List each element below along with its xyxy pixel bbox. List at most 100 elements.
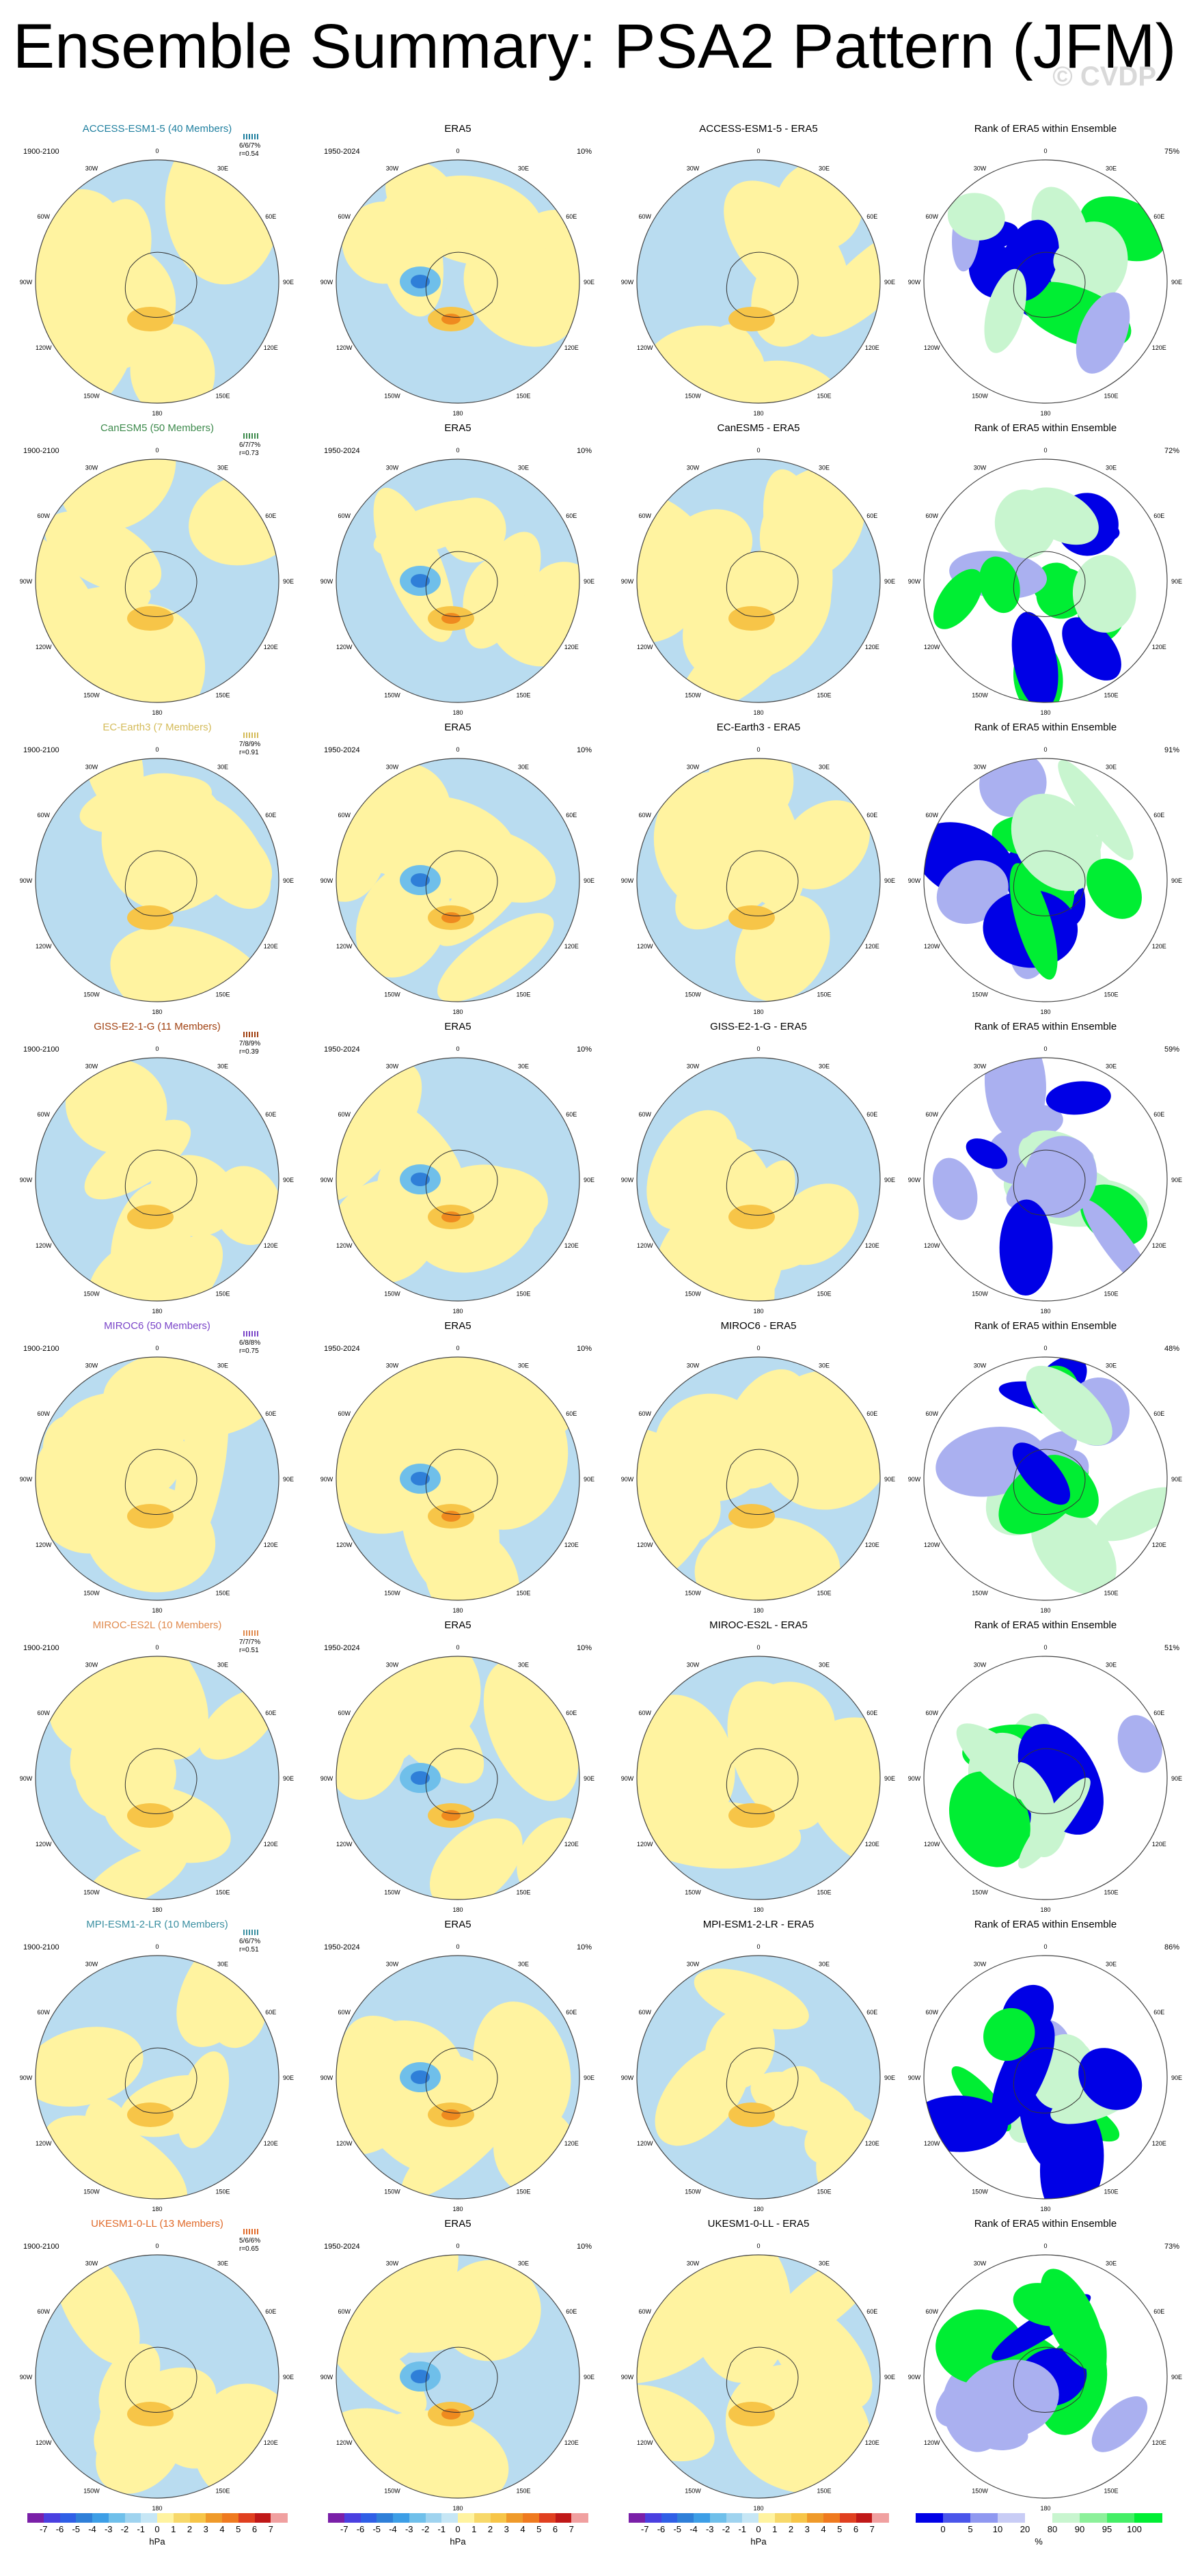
longitude-label: 60W bbox=[925, 1410, 938, 1417]
longitude-label: 150E bbox=[516, 392, 530, 399]
longitude-label: 180 bbox=[152, 2505, 162, 2512]
colorbar-tick-label: -7 bbox=[640, 2524, 649, 2534]
longitude-label: 120W bbox=[924, 2439, 940, 2446]
colorbar-swatch bbox=[377, 2513, 394, 2523]
map-panel: CanESM5 (50 Members) 1900-2100 0 30E 60E 90E 1… bbox=[14, 422, 301, 723]
longitude-label: 0 bbox=[1043, 447, 1047, 454]
polar-map: 0 30E 60E 90E 120E 150E 180 150W 120W 90W 60W 30W bbox=[320, 1932, 596, 2219]
colorbar-tick-label: -5 bbox=[372, 2524, 381, 2534]
longitude-label: 150E bbox=[1104, 2487, 1118, 2494]
map-panel: Rank of ERA5 within Ensemble 48% 0 30E 60E 90… bbox=[902, 1320, 1189, 1621]
panel-title: Rank of ERA5 within Ensemble bbox=[974, 123, 1117, 135]
longitude-label: 120E bbox=[264, 2140, 278, 2147]
colorbar-swatch bbox=[490, 2513, 507, 2523]
colorbar-tick-label: -4 bbox=[689, 2524, 698, 2534]
map-7-3: 0 30E 60E 90E 120E 150E 180 150W 120W 90W 60W 30W bbox=[908, 2243, 1182, 2512]
panel-title: CanESM5 - ERA5 bbox=[717, 422, 800, 434]
longitude-label: 150W bbox=[972, 392, 988, 399]
map-3-3: 0 30E 60E 90E 120E 150E 180 150W 120W 90W 60W 30W bbox=[908, 1045, 1182, 1315]
longitude-label: 120E bbox=[865, 644, 879, 650]
longitude-label: 90W bbox=[621, 1177, 634, 1183]
rank-blob bbox=[1046, 1081, 1111, 1115]
map-panel: ERA5 1950-2024 10% 0 30E 60E 90E 120E 150E 180 150… bbox=[314, 1021, 601, 1321]
colorbar-tick-label: 3 bbox=[804, 2524, 810, 2534]
longitude-label: 120E bbox=[865, 1242, 879, 1249]
period-label: 1950-2024 bbox=[324, 2243, 360, 2251]
longitude-label: 90E bbox=[1171, 2374, 1182, 2381]
longitude-label: 0 bbox=[756, 1345, 760, 1352]
map-panel: Rank of ERA5 within Ensemble 91% 0 30E 60E 90… bbox=[902, 722, 1189, 1022]
polar-map: 0 30E 60E 90E 120E 150E 180 150W 120W 90W 60W 30W bbox=[620, 1334, 897, 1621]
colorbar-swatch bbox=[555, 2513, 572, 2523]
map-panel: CanESM5 - ERA5 0 30E 60E 90E 120E 150E 180 150W 1… bbox=[615, 422, 902, 723]
rank-blob bbox=[1012, 1762, 1055, 1822]
longitude-label: 60E bbox=[566, 1410, 577, 1417]
map-2-1: 0 30E 60E 90E 120E 150E 180 150W 120W 90W 60W 30W bbox=[320, 746, 594, 1015]
longitude-label: 150W bbox=[685, 1589, 701, 1596]
map-3-1: 0 30E 60E 90E 120E 150E 180 150W 120W 90W 60W 30W bbox=[320, 1045, 594, 1315]
longitude-label: 120W bbox=[637, 943, 653, 950]
longitude-label: 90W bbox=[320, 2074, 333, 2081]
colorbar-swatch bbox=[254, 2513, 271, 2523]
variance-pct: 10% bbox=[576, 1045, 592, 1054]
longitude-label: 30W bbox=[85, 1362, 98, 1369]
longitude-label: 180 bbox=[452, 2505, 463, 2512]
longitude-label: 150E bbox=[215, 1889, 230, 1895]
longitude-label: 90W bbox=[621, 2374, 634, 2381]
colorbar-tick-label: 100 bbox=[1127, 2524, 1142, 2534]
colorbar-swatch bbox=[774, 2513, 791, 2523]
polar-map: 0 30E 60E 90E 120E 150E 180 150W 120W 90W 60W 30W bbox=[620, 2232, 897, 2519]
longitude-label: 60W bbox=[925, 812, 938, 819]
rank-pct: 75% bbox=[1164, 148, 1179, 156]
longitude-label: 60E bbox=[1153, 213, 1164, 220]
map-1-0: 0 30E 60E 90E 120E 150E 180 150W 120W 90W 60W 30W bbox=[20, 447, 294, 716]
colorbar-swatch bbox=[271, 2513, 288, 2523]
map-panel: MIROC6 (50 Members) 1900-2100 0 30E 60E 90E 12… bbox=[14, 1320, 301, 1621]
panel-title: GISS-E2-1-G (11 Members) bbox=[94, 1021, 221, 1032]
longitude-label: 60W bbox=[638, 213, 651, 220]
longitude-label: 30E bbox=[518, 2260, 529, 2267]
colorbar-swatch bbox=[677, 2513, 694, 2523]
longitude-label: 30E bbox=[518, 1362, 529, 1369]
longitude-label: 30W bbox=[687, 1662, 700, 1669]
longitude-label: 120E bbox=[264, 1542, 278, 1548]
longitude-label: 120E bbox=[264, 644, 278, 650]
longitude-label: 120W bbox=[36, 1841, 52, 1848]
member-whisker bbox=[243, 432, 271, 440]
panel-title: Rank of ERA5 within Ensemble bbox=[974, 722, 1117, 733]
colorbar-swatch bbox=[222, 2513, 239, 2523]
rank-blob bbox=[1040, 2269, 1104, 2370]
longitude-label: 90E bbox=[884, 279, 895, 286]
longitude-label: 120E bbox=[865, 1841, 879, 1848]
longitude-label: 90W bbox=[621, 578, 634, 585]
longitude-label: 150E bbox=[516, 691, 530, 698]
longitude-label: 30E bbox=[819, 2260, 830, 2267]
longitude-label: 30E bbox=[1106, 2260, 1117, 2267]
longitude-label: 120E bbox=[564, 344, 579, 351]
longitude-label: 60E bbox=[866, 213, 877, 220]
member-whisker bbox=[243, 133, 271, 141]
variance-pct: 10% bbox=[576, 1345, 592, 1353]
longitude-label: 150E bbox=[516, 1589, 530, 1596]
colorbar-tick-label: 4 bbox=[219, 2524, 225, 2534]
longitude-label: 180 bbox=[452, 709, 463, 716]
longitude-label: 180 bbox=[753, 410, 763, 417]
longitude-label: 90W bbox=[20, 877, 33, 884]
longitude-label: 120E bbox=[1152, 344, 1166, 351]
colorbar-tick-label: 4 bbox=[821, 2524, 826, 2534]
colorbar-swatch bbox=[76, 2513, 93, 2523]
polar-map: 0 30E 60E 90E 120E 150E 180 150W 120W 90W 60W 30W bbox=[907, 436, 1184, 723]
longitude-label: 150W bbox=[972, 1290, 988, 1297]
longitude-label: 120E bbox=[264, 1242, 278, 1249]
colorbar-tick-label: 2 bbox=[788, 2524, 794, 2534]
longitude-label: 60E bbox=[1153, 1710, 1164, 1716]
rank-blob bbox=[1026, 1365, 1112, 1446]
colorbar-tick-label: 6 bbox=[552, 2524, 558, 2534]
longitude-label: 60W bbox=[338, 1111, 351, 1118]
colorbar-tick-label: -2 bbox=[120, 2524, 129, 2534]
period-label: 1950-2024 bbox=[324, 746, 360, 754]
rank-blob bbox=[966, 1138, 1008, 1169]
longitude-label: 30E bbox=[217, 465, 228, 471]
longitude-label: 60E bbox=[265, 2009, 276, 2016]
longitude-label: 180 bbox=[1040, 1906, 1050, 1913]
